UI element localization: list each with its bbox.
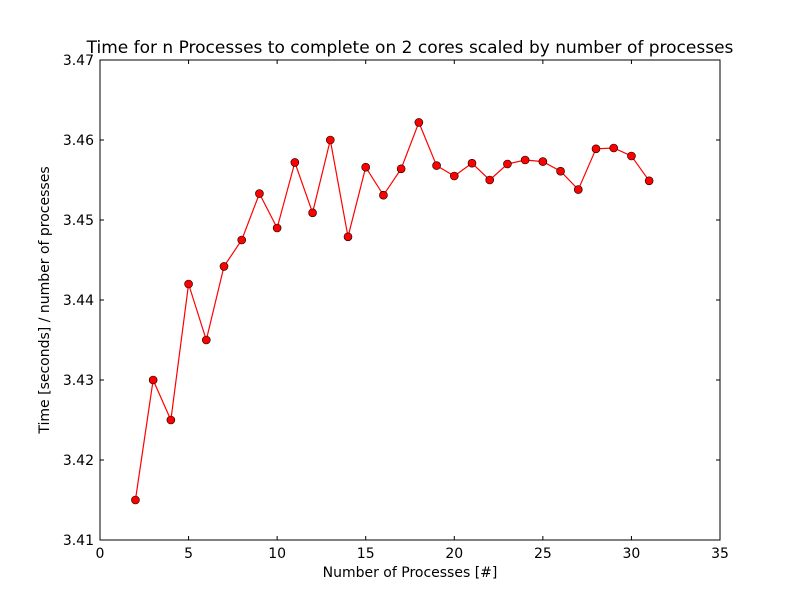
data-point [308,208,317,218]
data-point [343,232,353,242]
x-tick-label: 15 [357,546,375,562]
data-point [556,166,565,176]
data-point [396,164,406,174]
plot-area [99,59,721,541]
y-tick-label: 3.42 [63,453,94,469]
data-point [573,185,583,194]
data-point [219,262,229,271]
data-point [467,158,477,168]
x-tick-label: 0 [96,546,105,562]
y-tick-label: 3.47 [63,53,94,69]
x-axis-title: Number of Processes [#] [323,565,498,581]
x-tick-label: 10 [268,546,286,562]
chart-title: Time for n Processes to complete on 2 co… [86,38,734,58]
data-point [272,223,282,233]
series-layer [131,118,654,505]
data-point [237,235,247,245]
data-point [166,415,176,425]
data-point [325,135,335,145]
data-point [361,162,371,172]
data-point [379,190,388,200]
data-point [591,144,601,154]
data-point [201,335,211,345]
data-point [538,157,548,166]
data-point [432,161,441,170]
data-point [131,495,140,505]
x-tick-label: 5 [184,546,193,562]
data-point [609,143,619,153]
data-point [520,155,530,165]
data-point [255,189,264,198]
data-point [644,176,654,186]
axis-ticks: 0 5 10 15 20 25 30 35 3.41 3.42 3.43 3.44 3.45 3.46 3.… [63,53,729,562]
data-point [449,171,459,181]
y-tick-label: 3.43 [63,373,94,389]
data-point [414,118,424,127]
data-point [627,151,636,161]
data-point [148,375,158,385]
data-point [184,279,193,289]
y-tick-label: 3.41 [63,533,94,549]
x-tick-label: 30 [623,546,641,562]
data-point [290,158,300,167]
x-tick-label: 35 [711,546,729,562]
y-tick-label: 3.45 [63,213,94,229]
y-tick-label: 3.46 [63,133,94,149]
data-point [503,159,512,169]
x-tick-label: 20 [445,546,463,562]
y-axis-title: Time [seconds] / number of processes [37,166,53,434]
x-tick-label: 25 [534,546,552,562]
y-tick-label: 3.44 [63,293,94,309]
plot-frame [99,59,721,541]
data-point [485,175,495,185]
